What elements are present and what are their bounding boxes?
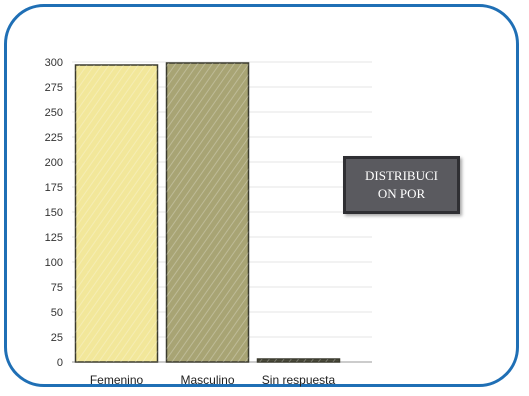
x-category-label: Sin respuesta xyxy=(262,373,336,387)
y-tick-label: 175 xyxy=(45,182,63,194)
bar-texture xyxy=(75,65,158,362)
y-tick-label: 0 xyxy=(57,357,63,369)
bars xyxy=(74,62,341,363)
bar-texture xyxy=(166,63,249,362)
y-axis: 0 25 50 75 100 125 150 175 200 225 250 275 300 xyxy=(45,57,63,369)
y-tick-label: 50 xyxy=(51,307,63,319)
y-tick-label: 150 xyxy=(45,207,63,219)
y-tick-label: 75 xyxy=(51,282,63,294)
annotation-text: DISTRIBUCION POR xyxy=(365,168,438,201)
y-tick-label: 225 xyxy=(45,132,63,144)
bar-texture xyxy=(257,359,340,362)
y-tick-label: 250 xyxy=(45,107,63,119)
annotation-box: DISTRIBUCION POR xyxy=(343,156,460,214)
y-tick-label: 100 xyxy=(45,257,63,269)
y-tick-label: 275 xyxy=(45,82,63,94)
x-category-label: Masculino xyxy=(180,373,234,387)
y-tick-label: 125 xyxy=(45,232,63,244)
y-tick-label: 200 xyxy=(45,157,63,169)
x-category-label: Femenino xyxy=(90,373,144,387)
y-tick-label: 300 xyxy=(45,57,63,69)
x-axis: Femenino Masculino Sin respuesta xyxy=(90,373,336,387)
y-tick-label: 25 xyxy=(51,332,63,344)
